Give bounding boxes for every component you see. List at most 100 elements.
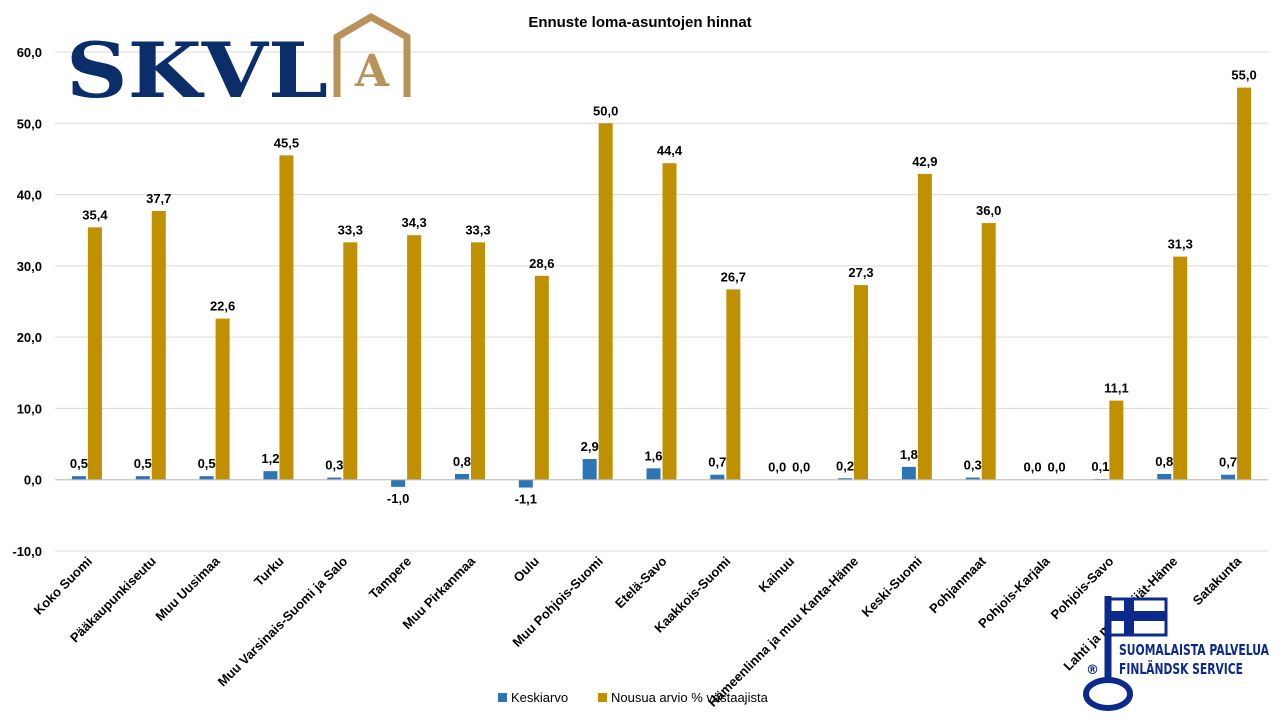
- bar-keskiarvo: [582, 459, 597, 480]
- bar-keskiarvo: [199, 476, 214, 480]
- y-tick-label: -10,0: [12, 544, 42, 559]
- data-label-nousua: 45,5: [274, 135, 299, 150]
- legend-label: Nousua arvio % vastaajista: [611, 690, 769, 705]
- data-label-keskiarvo: 0,0: [1024, 460, 1042, 475]
- bar-nousua: [343, 242, 358, 480]
- bar-nousua: [407, 235, 422, 480]
- bar-nousua: [534, 275, 549, 480]
- data-label-nousua: 0,0: [1048, 460, 1066, 475]
- bar-keskiarvo: [391, 479, 406, 487]
- data-label-nousua: 11,1: [1104, 381, 1129, 396]
- data-label-nousua: 31,3: [1168, 237, 1193, 252]
- data-label-nousua: 35,4: [82, 207, 108, 222]
- data-label-nousua: 34,3: [401, 215, 426, 230]
- bar-keskiarvo: [135, 476, 150, 480]
- data-label-keskiarvo: 2,9: [581, 439, 599, 454]
- bar-keskiarvo: [965, 477, 980, 480]
- data-label-keskiarvo: 1,2: [261, 451, 279, 466]
- data-label-keskiarvo: 0,5: [134, 456, 152, 471]
- brand-registered-mark: ®: [1086, 663, 1099, 678]
- x-tick-label: Tampere: [366, 554, 414, 602]
- gridlines: [55, 51, 1268, 552]
- data-label-keskiarvo: 0,3: [964, 458, 982, 473]
- bars: [71, 87, 1252, 488]
- data-label-nousua: 44,4: [657, 143, 683, 158]
- data-label-keskiarvo: 1,8: [900, 447, 918, 462]
- bar-keskiarvo: [901, 466, 916, 480]
- bar-nousua: [279, 155, 294, 480]
- bar-keskiarvo: [454, 474, 469, 480]
- bar-keskiarvo: [1221, 474, 1236, 480]
- data-label-nousua: 27,3: [848, 265, 873, 280]
- bar-nousua: [854, 285, 869, 480]
- data-label-keskiarvo: 0,0: [768, 460, 786, 475]
- finnish-service-brand: ® SUOMALAISTA PALVELUA FINLÄNDSK SERVICE: [1083, 596, 1269, 711]
- data-label-keskiarvo: 0,5: [198, 456, 216, 471]
- bar-keskiarvo: [710, 474, 725, 480]
- logo-text: SKVL: [66, 26, 328, 115]
- data-label-nousua: 26,7: [721, 269, 746, 284]
- data-label-keskiarvo: 0,7: [708, 455, 726, 470]
- data-label-nousua: 28,6: [529, 256, 554, 271]
- bar-nousua: [215, 318, 230, 480]
- key-flag-icon: [1083, 596, 1168, 711]
- data-labels: 0,5 35,4 0,5 37,7 0,5 22,6 1,2 45,5 0,3 33,3 -1,0 3…: [70, 68, 1257, 507]
- x-tick-label: Oulu: [510, 553, 542, 585]
- data-label-nousua: 42,9: [912, 154, 937, 169]
- x-tick-label: Muu Varsinais-Suomi ja Salo: [215, 553, 351, 689]
- bar-nousua: [151, 210, 166, 480]
- bar-keskiarvo: [646, 468, 661, 480]
- bar-keskiarvo: [71, 476, 86, 480]
- bar-keskiarvo: [327, 477, 342, 480]
- x-tick-label: Turku: [251, 553, 287, 589]
- y-tick-label: 40,0: [17, 188, 42, 203]
- data-label-nousua: 22,6: [210, 299, 235, 314]
- x-tick-label: Satakunta: [1190, 553, 1245, 608]
- y-tick-label: 20,0: [17, 330, 42, 345]
- bar-keskiarvo: [263, 471, 278, 480]
- data-label-keskiarvo: 0,8: [453, 454, 471, 469]
- bar-keskiarvo: [838, 478, 853, 480]
- x-tick-label: Muu Uusimaa: [152, 553, 223, 624]
- data-label-keskiarvo: 1,6: [644, 448, 662, 463]
- data-label-keskiarvo: 0,5: [70, 456, 88, 471]
- bar-nousua: [87, 227, 102, 480]
- legend: Keskiarvo Nousua arvio % vastaajista: [498, 690, 769, 705]
- logo-mark-letter: A: [354, 46, 390, 97]
- house-icon: [333, 12, 411, 97]
- data-label-keskiarvo: 0,1: [1091, 459, 1109, 474]
- data-label-nousua: 33,3: [465, 222, 490, 237]
- chart-title: Ennuste loma-asuntojen hinnat: [528, 14, 751, 31]
- bar-nousua: [598, 123, 613, 480]
- skvl-logo: SKVL A: [66, 12, 411, 115]
- bar-nousua: [470, 242, 485, 480]
- x-tick-label: Kainuu: [756, 553, 798, 595]
- data-label-nousua: 50,0: [593, 103, 618, 118]
- y-tick-label: 0,0: [24, 473, 42, 488]
- bar-nousua: [917, 173, 932, 480]
- x-tick-label: Etelä-Savo: [612, 553, 670, 611]
- bar-nousua: [662, 163, 677, 480]
- data-label-nousua: 33,3: [338, 222, 363, 237]
- data-label-keskiarvo: 0,2: [836, 458, 854, 473]
- x-tick-label: Keski-Suomi: [859, 554, 925, 620]
- data-label-keskiarvo: 0,8: [1155, 454, 1173, 469]
- bar-keskiarvo: [1157, 474, 1172, 480]
- legend-swatch: [598, 693, 607, 702]
- y-tick-label: 30,0: [17, 259, 42, 274]
- legend-label: Keskiarvo: [511, 690, 568, 705]
- x-tick-label: Koko Suomi: [31, 554, 95, 618]
- y-tick-label: 50,0: [17, 116, 42, 131]
- bar-nousua: [1237, 87, 1252, 480]
- data-label-nousua: 37,7: [146, 191, 171, 206]
- data-label-keskiarvo: 0,7: [1219, 455, 1237, 470]
- x-tick-label: Pohjanmaat: [926, 553, 989, 616]
- data-label-nousua: 0,0: [792, 460, 810, 475]
- bar-nousua: [1109, 400, 1124, 480]
- data-label-nousua: 55,0: [1231, 68, 1256, 83]
- bar-nousua: [981, 223, 996, 480]
- brand-line-2: FINLÄNDSK SERVICE: [1119, 659, 1243, 678]
- data-label-keskiarvo: -1,0: [387, 491, 409, 506]
